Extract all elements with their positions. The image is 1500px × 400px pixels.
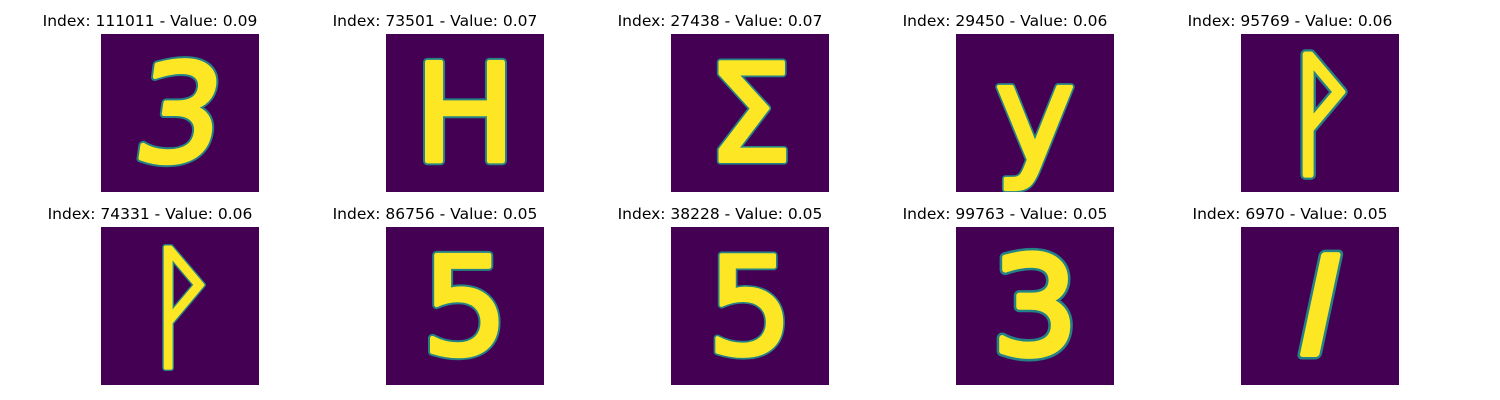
character-stroke: y <box>995 35 1075 192</box>
character-image: 55 <box>671 227 829 385</box>
panel-title: Index: 86756 - Value: 0.05 <box>332 205 538 223</box>
panel-title: Index: 38228 - Value: 0.05 <box>617 205 823 223</box>
character-stroke: 5 <box>707 228 793 385</box>
character-group: ΣΣ <box>703 34 796 192</box>
character-group: ᚹᚹ <box>1274 34 1365 192</box>
character-group: ᚹᚹ <box>136 227 223 385</box>
character-group: 55 <box>418 227 513 385</box>
image-background <box>956 227 1114 385</box>
image-panel: Index: 95769 - Value: 0.06 ᚹ ᚹ <box>1140 0 1440 194</box>
character-edge: 3 <box>992 228 1078 385</box>
character-stroke: ᚹ <box>139 228 220 385</box>
character-group: 33 <box>121 34 238 192</box>
character-stroke: 5 <box>422 228 508 385</box>
image-background <box>386 34 544 192</box>
character-edge: ᚹ <box>139 228 220 385</box>
character-image: ᚹᚹ <box>101 227 259 385</box>
character-edge: ᚹ <box>1279 35 1360 192</box>
character-image: ᚹᚹ <box>1241 34 1399 192</box>
character-edge: y <box>995 35 1075 192</box>
image-panel: Index: 111011 - Value: 0.09 3 3 <box>0 0 300 194</box>
character-edge: 5 <box>707 228 793 385</box>
character-image: ΣΣ <box>671 34 829 192</box>
character-image: 33 <box>101 34 259 192</box>
panel-title: Index: 74331 - Value: 0.06 <box>47 205 253 223</box>
image-background <box>1241 227 1399 385</box>
panel-title: Index: 27438 - Value: 0.07 <box>617 12 823 30</box>
character-stroke: H <box>414 35 516 192</box>
panel-title: Index: 95769 - Value: 0.06 <box>1187 12 1393 30</box>
image-background <box>956 34 1114 192</box>
character-image: HH <box>386 34 544 192</box>
panel-title: Index: 29450 - Value: 0.06 <box>902 12 1108 30</box>
image-panel: Index: 73501 - Value: 0.07 H H <box>285 0 585 194</box>
character-image: II <box>1241 227 1399 385</box>
image-background <box>101 34 259 192</box>
character-edge: H <box>414 35 516 192</box>
image-panel: Index: 27438 - Value: 0.07 Σ Σ <box>570 0 870 194</box>
character-group: 33 <box>986 227 1083 385</box>
character-image: 55 <box>386 227 544 385</box>
panel-title: Index: 99763 - Value: 0.05 <box>902 205 1108 223</box>
image-background <box>671 34 829 192</box>
character-group: HH <box>410 34 521 192</box>
image-panel: Index: 38228 - Value: 0.05 5 5 <box>570 193 870 387</box>
image-panel: Index: 6970 - Value: 0.05 I I <box>1140 193 1440 387</box>
character-image: 33 <box>956 227 1114 385</box>
character-edge: Σ <box>707 35 793 192</box>
panel-title: Index: 73501 - Value: 0.07 <box>332 12 538 30</box>
image-background <box>1241 34 1399 192</box>
image-panel: Index: 86756 - Value: 0.05 5 5 <box>285 193 585 387</box>
image-background <box>671 227 829 385</box>
image-background <box>386 227 544 385</box>
character-edge: 5 <box>422 228 508 385</box>
character-stroke: ᚹ <box>1279 35 1360 192</box>
image-panel: Index: 99763 - Value: 0.05 3 3 <box>855 193 1155 387</box>
image-panel: Index: 74331 - Value: 0.06 ᚹ ᚹ <box>0 193 300 387</box>
character-stroke: 3 <box>992 228 1078 385</box>
character-image: yy <box>956 34 1114 192</box>
panel-title: Index: 111011 - Value: 0.09 <box>42 12 258 30</box>
character-group: yy <box>991 34 1079 192</box>
character-stroke: Σ <box>707 35 793 192</box>
image-background <box>101 227 259 385</box>
image-panel: Index: 29450 - Value: 0.06 y y <box>855 0 1155 194</box>
panel-title: Index: 6970 - Value: 0.05 <box>1192 205 1388 223</box>
character-group: 55 <box>703 227 797 385</box>
